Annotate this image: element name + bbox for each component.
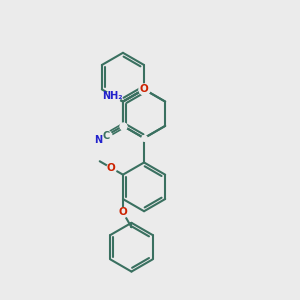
- Text: C: C: [102, 131, 109, 141]
- Text: O: O: [118, 207, 127, 218]
- Text: NH₂: NH₂: [102, 91, 123, 100]
- Text: O: O: [140, 84, 148, 94]
- Text: O: O: [107, 163, 116, 173]
- Text: N: N: [94, 135, 103, 145]
